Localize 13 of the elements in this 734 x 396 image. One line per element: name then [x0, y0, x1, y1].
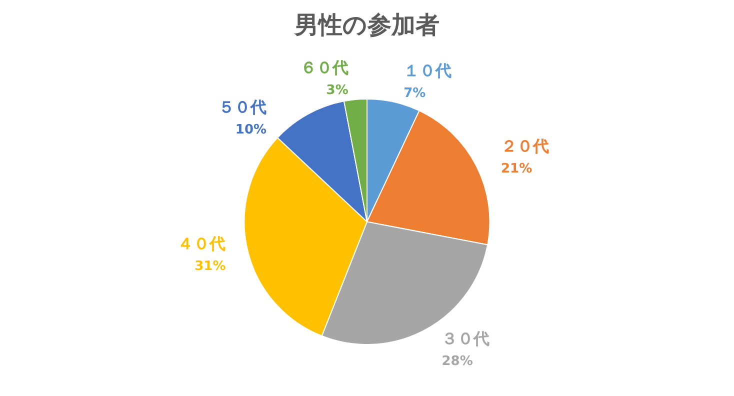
data-label: 21%	[500, 162, 532, 177]
slice-label: １０代	[404, 60, 452, 80]
data-label: 3%	[326, 83, 348, 98]
slice-label: ６０代	[300, 58, 348, 78]
slice-label: ４０代	[178, 234, 226, 253]
data-label: 28%	[442, 354, 473, 370]
data-label: 31%	[194, 258, 226, 274]
data-label: 10%	[235, 122, 267, 138]
chart-title: 男性の参加者	[294, 11, 440, 39]
slice-label: ３０代	[442, 329, 490, 348]
data-label: 7%	[404, 86, 426, 101]
slice-label: ２０代	[500, 136, 549, 156]
slice-label: ５０代	[218, 98, 267, 117]
